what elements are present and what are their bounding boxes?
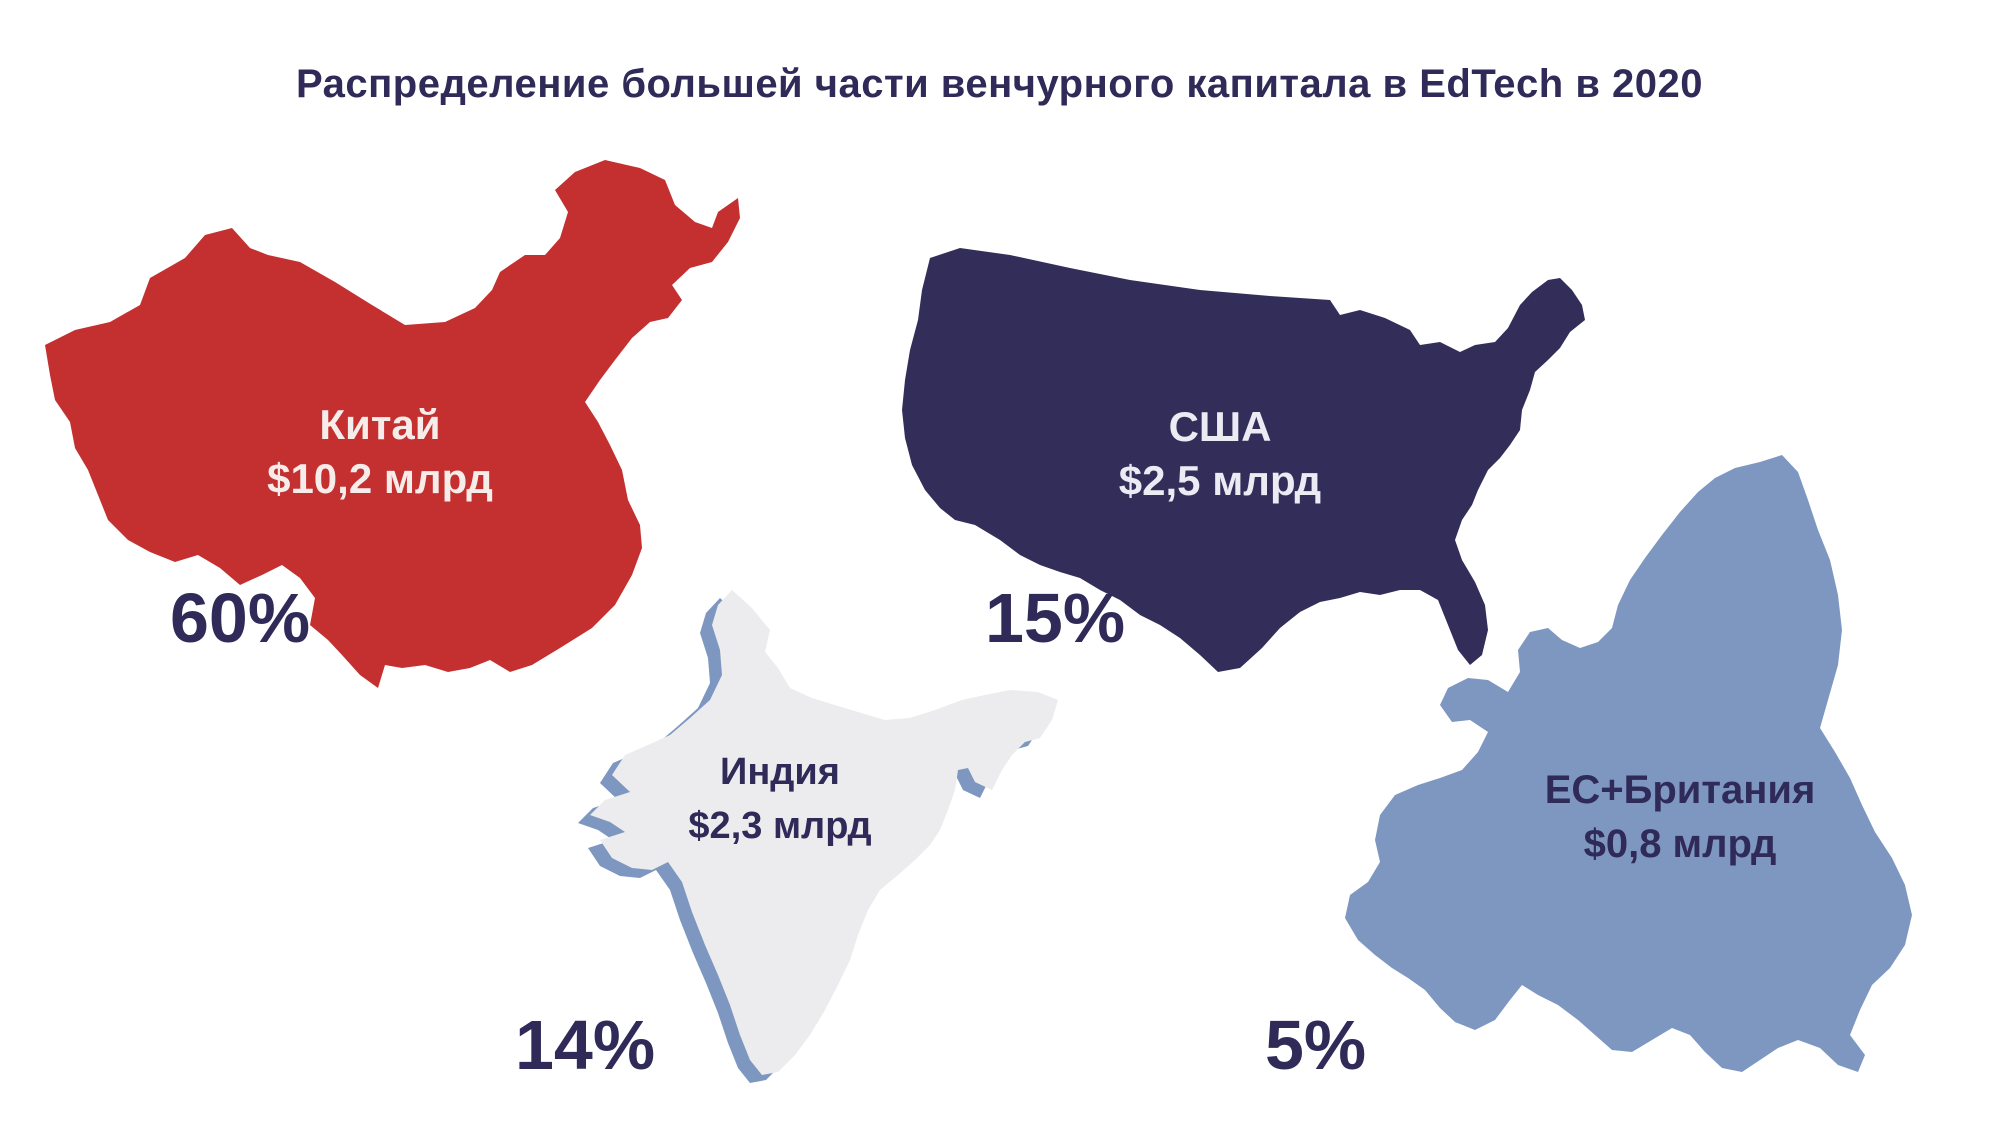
eu-share: 5%	[1265, 1006, 1367, 1084]
china-name: Китай	[319, 401, 441, 448]
eu-amount: $0,8 млрд	[1583, 822, 1777, 866]
usa-amount: $2,5 млрд	[1118, 457, 1322, 504]
india-share: 14%	[515, 1006, 656, 1084]
india-name: Индия	[720, 751, 840, 793]
india-label: Индия $2,3 млрд	[630, 745, 930, 853]
china-amount: $10,2 млрд	[267, 455, 493, 502]
china-label: Китай $10,2 млрд	[230, 398, 530, 506]
usa-share: 15%	[985, 579, 1126, 657]
eu-shape	[1345, 455, 1912, 1072]
page-title: Распределение большей части венчурного к…	[295, 62, 1704, 106]
india-shape	[590, 590, 1058, 1075]
china-share: 60%	[170, 579, 311, 657]
eu-label: ЕС+Британия $0,8 млрд	[1530, 763, 1830, 871]
china-shape	[45, 160, 740, 688]
usa-shape	[902, 248, 1585, 672]
india-amount: $2,3 млрд	[688, 805, 872, 847]
usa-label: США $2,5 млрд	[1070, 400, 1370, 508]
usa-name: США	[1168, 403, 1272, 450]
eu-name: ЕС+Британия	[1544, 768, 1816, 812]
